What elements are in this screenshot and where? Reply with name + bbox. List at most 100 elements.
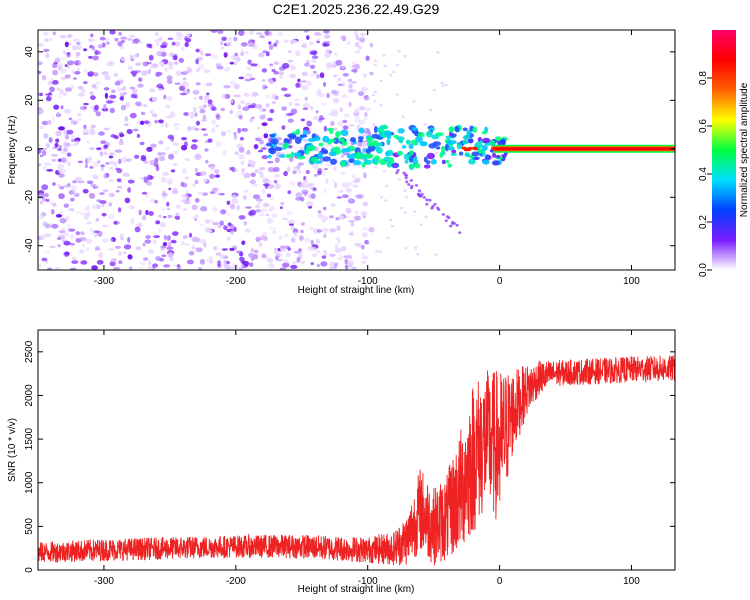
heatmap-cell [130, 58, 135, 62]
heatmap-cell [79, 237, 87, 242]
heatmap-cell [331, 109, 338, 114]
heatmap-cell [64, 41, 69, 47]
heatmap-cell [38, 148, 42, 154]
heatmap-cell [311, 58, 317, 64]
heatmap-cell [347, 260, 354, 266]
heatmap-cell [74, 211, 81, 214]
heatmap-cell [197, 192, 204, 195]
heatmap-cell [251, 183, 259, 187]
heatmap-cell [103, 127, 110, 131]
heatmap-cell [243, 92, 250, 97]
heatmap-cell [153, 162, 159, 168]
heatmap-cell [99, 192, 105, 195]
heatmap-cell [273, 179, 278, 184]
heatmap-cell [229, 61, 234, 65]
heatmap-cell [63, 50, 67, 55]
x-tick-label: 100 [623, 276, 640, 287]
heatmap-cell [110, 134, 117, 138]
heatmap-cell [300, 222, 305, 226]
heatmap-cell [248, 252, 255, 258]
heatmap-cell [228, 37, 233, 41]
heatmap-cell [274, 95, 279, 100]
heatmap-cell [39, 154, 43, 158]
heatmap-cell [160, 123, 165, 127]
heatmap-cell [330, 158, 337, 165]
heatmap-cell [262, 208, 269, 212]
heatmap-cell [137, 222, 143, 226]
heatmap-cell [52, 146, 58, 149]
heatmap-cell [346, 40, 351, 46]
heatmap-cell [44, 192, 49, 198]
heatmap-cell [361, 141, 369, 148]
heatmap-cell [266, 193, 272, 198]
heatmap-cell [317, 168, 323, 174]
heatmap-cell [216, 65, 224, 70]
heatmap-cell [330, 89, 338, 95]
heatmap-cell [238, 114, 243, 120]
heatmap-cell [360, 244, 365, 250]
y-tick-label: 2500 [24, 340, 35, 363]
heatmap-cell [195, 48, 200, 53]
heatmap-cell [146, 146, 153, 152]
heatmap-cell [299, 134, 308, 138]
heatmap-cell [281, 125, 286, 130]
heatmap-cell [295, 82, 300, 88]
heatmap-cell [414, 184, 419, 187]
heatmap-cell [109, 94, 117, 99]
heatmap-cell [69, 234, 75, 240]
heatmap-cell [450, 152, 457, 156]
heatmap-cell [293, 98, 301, 102]
colorbar-ticks: 0.0 0.2 0.4 0.6 0.8 [698, 71, 712, 277]
heatmap-cell [89, 129, 96, 136]
heatmap-cell [68, 143, 76, 147]
heatmap-cell [294, 231, 298, 238]
heatmap-cell [211, 106, 217, 111]
heatmap-cell [132, 88, 138, 94]
colorbar-tick-label: 0.4 [698, 167, 709, 181]
heatmap-cell [70, 134, 75, 140]
heatmap-cell [89, 91, 94, 95]
heatmap-cell [306, 80, 312, 87]
heatmap-cell [70, 84, 75, 89]
heatmap-cell [125, 101, 131, 108]
heatmap-cell [63, 108, 72, 115]
heatmap-cell [367, 144, 376, 152]
heatmap-cell [110, 258, 117, 263]
heatmap-cell [388, 218, 393, 222]
heatmap-cell [426, 160, 431, 165]
heatmap-cell [330, 120, 335, 127]
heatmap-cell [310, 193, 316, 200]
heatmap-cell [409, 179, 413, 182]
heatmap-cell [204, 219, 211, 224]
heatmap-cell [263, 183, 270, 187]
heatmap-cell [414, 246, 418, 249]
heatmap-cell [57, 237, 61, 240]
heatmap-cell [259, 114, 266, 120]
heatmap-cell [328, 151, 337, 157]
heatmap-cell [52, 69, 59, 76]
heatmap-cell [221, 93, 228, 99]
heatmap-cell [117, 207, 122, 213]
heatmap-cell [118, 260, 123, 265]
heatmap-cell [55, 130, 62, 137]
heatmap-cell [123, 251, 127, 255]
heatmap-cell [106, 148, 111, 151]
heatmap-cell [155, 220, 161, 225]
heatmap-cell [342, 125, 349, 130]
heatmap-cell [104, 72, 109, 77]
heatmap-cell [161, 207, 166, 211]
heatmap-cell [248, 41, 256, 47]
heatmap-cell [122, 172, 130, 177]
heatmap-cell [182, 70, 190, 74]
heatmap-cell [269, 133, 276, 138]
heatmap-cell [77, 112, 82, 117]
heatmap-cell [382, 170, 386, 173]
heatmap-cell [166, 246, 174, 251]
heatmap-cell [140, 111, 146, 116]
heatmap-cell [238, 30, 245, 36]
heatmap-cell [322, 227, 329, 233]
heatmap-cell [268, 205, 276, 212]
heatmap-cell [330, 138, 336, 143]
heatmap-cell [371, 93, 376, 97]
heatmap-cell [41, 257, 48, 262]
